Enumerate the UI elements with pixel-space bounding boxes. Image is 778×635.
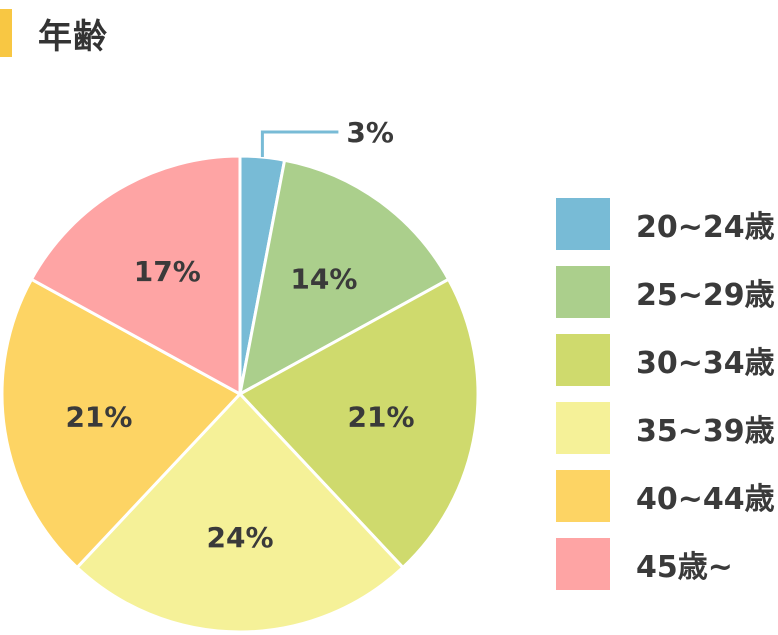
leader-line-1 [260,130,339,158]
legend-item-5: 40~44歳 [556,470,775,522]
slice-label-3: 21% [348,400,415,433]
legend-label-2: 25~29歳 [636,278,775,313]
legend-swatch-3 [556,334,610,386]
slice-label-4: 24% [206,521,273,554]
pie-slice-5 [0,277,243,570]
legend-label-5: 40~44歳 [636,482,775,517]
legend-item-6: 45歳~ [556,538,775,590]
slice-label-2: 14% [290,262,357,295]
pie-slice-4 [74,391,406,634]
legend-label-3: 30~34歳 [636,346,775,381]
slice-label-6: 17% [134,255,201,288]
chart-title: 年齢 [38,16,108,57]
legend: 20~24歳 25~29歳 30~34歳 35~39歳 40~44歳 45歳~ [556,198,775,606]
legend-label-1: 20~24歳 [636,210,775,245]
title-accent-bar [0,9,12,57]
chart-title-block: 年齢 [0,8,108,58]
pie-slice-3 [237,277,480,570]
slice-label-1: 3% [346,116,394,149]
legend-item-2: 25~29歳 [556,266,775,318]
legend-swatch-2 [556,266,610,318]
legend-label-6: 45歳~ [636,550,733,585]
legend-swatch-1 [556,198,610,250]
legend-item-4: 35~39歳 [556,402,775,454]
legend-swatch-6 [556,538,610,590]
legend-item-1: 20~24歳 [556,198,775,250]
legend-swatch-5 [556,470,610,522]
pie-slice-2 [237,158,451,397]
slice-label-5: 21% [65,400,132,433]
pie-slice-6 [29,154,242,397]
legend-label-4: 35~39歳 [636,414,775,449]
legend-swatch-4 [556,402,610,454]
legend-item-3: 30~34歳 [556,334,775,386]
